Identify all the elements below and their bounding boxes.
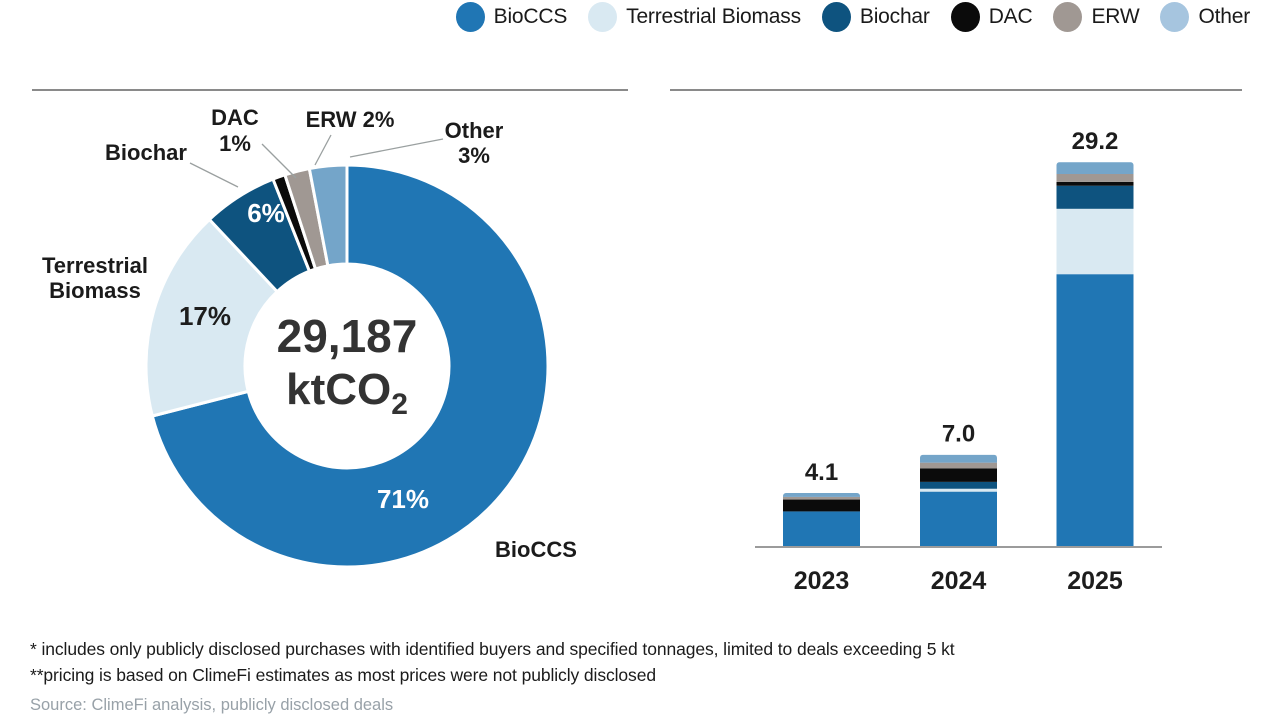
bar-2025-segment-biochar bbox=[1056, 185, 1134, 209]
donut-center-value: 29,187 bbox=[277, 310, 418, 362]
bar-2025-segment-dac bbox=[1056, 181, 1134, 186]
donut-slice-bioccs bbox=[150, 163, 550, 569]
donut-label-terrestrial-biomass-line2: Biomass bbox=[49, 278, 141, 303]
legend-swatch-erw-icon bbox=[1053, 2, 1083, 32]
bar-2025-segment-erw bbox=[1056, 174, 1134, 182]
leader-line-dac bbox=[261, 143, 297, 179]
bar-2023-segment-dac bbox=[783, 499, 860, 512]
chart-legend: BioCCS Terrestrial Biomass Biochar DAC ERW Ot… bbox=[455, 2, 1250, 32]
legend-label-bioccs: BioCCS bbox=[493, 5, 568, 28]
legend-swatch-dac-icon bbox=[950, 2, 980, 32]
legend-swatch-terrestrial-biomass-icon bbox=[588, 2, 618, 32]
left-panel-divider bbox=[32, 89, 628, 91]
right-panel-divider bbox=[670, 89, 1242, 91]
bar-2024-segment-terrestrial-biomass bbox=[920, 488, 997, 492]
axis-label-2025: 2025 bbox=[1067, 567, 1123, 595]
legend-item-dac: DAC bbox=[950, 2, 1033, 32]
donut-label-other-line2: 3% bbox=[458, 143, 490, 168]
bar-2025-segment-bioccs bbox=[1056, 274, 1134, 547]
donut-label-erw: ERW 2% bbox=[306, 107, 395, 132]
bar-2023-segment-erw bbox=[783, 496, 860, 500]
bar-2024-segment-dac bbox=[920, 468, 997, 482]
legend-item-biochar: Biochar bbox=[821, 2, 930, 32]
axis-label-2023: 2023 bbox=[794, 567, 850, 595]
donut-slice-other bbox=[307, 163, 349, 268]
donut-label-bioccs: BioCCS bbox=[495, 537, 577, 562]
bar-2023 bbox=[783, 492, 860, 547]
bar-2024-segment-other bbox=[920, 454, 997, 463]
legend-label-terrestrial-biomass: Terrestrial Biomass bbox=[626, 5, 801, 28]
leader-line-biochar bbox=[189, 162, 239, 188]
donut-pct-bioccs: 71% bbox=[377, 484, 429, 514]
axis-label-2024: 2024 bbox=[931, 567, 987, 595]
donut-label-terrestrial-biomass-line1: Terrestrial bbox=[42, 253, 148, 278]
legend-label-erw: ERW bbox=[1091, 5, 1140, 28]
donut-center-unit: ktCO2 bbox=[286, 365, 408, 421]
legend-item-terrestrial-biomass: Terrestrial Biomass bbox=[588, 2, 801, 32]
bar-total-label-2023: 4.1 bbox=[805, 459, 838, 486]
stacked-bar-chart: 4.1 2023 7.0 2024 29.2 2025 bbox=[755, 128, 1162, 595]
legend-item-other: Other bbox=[1160, 2, 1250, 32]
donut-pct-terrestrial-biomass: 17% bbox=[179, 301, 231, 331]
bar-2024-segment-erw bbox=[920, 462, 997, 469]
donut-pct-biochar: 6% bbox=[247, 198, 285, 228]
bar-2023-segment-bioccs bbox=[783, 511, 860, 547]
bar-2024-segment-bioccs bbox=[920, 491, 997, 547]
bar-2024 bbox=[920, 454, 997, 547]
donut-slice-terrestrial-biomass bbox=[144, 217, 279, 418]
legend-swatch-biochar-icon bbox=[821, 2, 851, 32]
legend-item-erw: ERW bbox=[1053, 2, 1140, 32]
donut-label-dac-line1: DAC bbox=[211, 105, 259, 130]
footnote-tonnage: * includes only publicly disclosed purch… bbox=[30, 639, 955, 659]
leader-line-erw bbox=[314, 134, 332, 166]
bar-total-label-2024: 7.0 bbox=[942, 421, 975, 448]
legend-label-dac: DAC bbox=[988, 5, 1033, 28]
bar-2025 bbox=[1056, 162, 1134, 547]
leader-line-other bbox=[349, 138, 444, 158]
source-note: Source: ClimeFi analysis, publicly discl… bbox=[30, 696, 394, 714]
legend-item-bioccs: BioCCS bbox=[455, 2, 568, 32]
footnote-pricing: **pricing is based on ClimeFi estimates … bbox=[30, 665, 656, 685]
bar-2025-segment-terrestrial-biomass bbox=[1056, 208, 1134, 275]
bar-2023-segment-other bbox=[783, 492, 860, 497]
bar-total-label-2025: 29.2 bbox=[1072, 128, 1119, 155]
legend-label-biochar: Biochar bbox=[859, 5, 930, 28]
donut-label-other-line1: Other bbox=[445, 118, 504, 143]
bar-2025-segment-other bbox=[1056, 162, 1134, 175]
legend-swatch-other-icon bbox=[1160, 2, 1190, 32]
donut-label-dac-line2: 1% bbox=[219, 131, 251, 156]
legend-swatch-bioccs-icon bbox=[455, 2, 485, 32]
donut-label-biochar: Biochar bbox=[105, 140, 187, 165]
bar-2024-segment-biochar bbox=[920, 481, 997, 489]
legend-label-other: Other bbox=[1198, 5, 1250, 28]
